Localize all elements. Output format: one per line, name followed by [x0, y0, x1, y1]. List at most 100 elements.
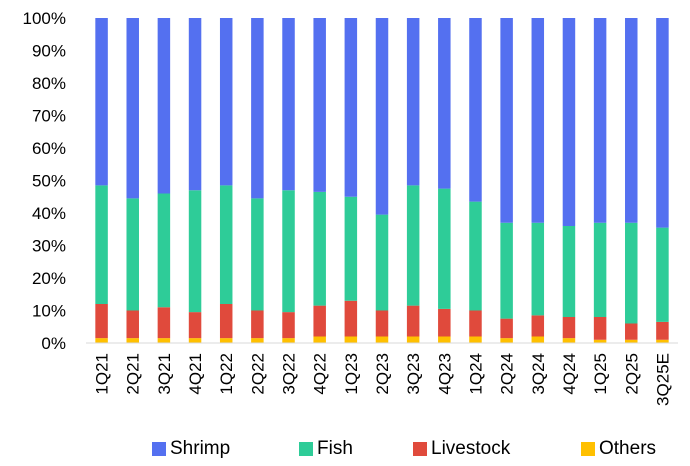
bar-segment-fish: [375, 214, 389, 311]
legend-swatch: [581, 442, 595, 456]
x-tick-label: 3Q21: [155, 353, 174, 395]
legend-label: Fish: [317, 438, 353, 459]
x-tick-label: 4Q22: [311, 353, 330, 395]
bar-segment-livestock: [406, 305, 420, 337]
x-tick-label: 4Q21: [186, 353, 205, 395]
legend-item-fish: Fish: [299, 438, 353, 460]
y-tick-label: 80%: [32, 74, 66, 93]
legend-item-livestock: Livestock: [413, 438, 510, 460]
x-tick-label: 2Q23: [373, 353, 392, 395]
bar-segment-livestock: [188, 312, 202, 339]
x-tick-label: 4Q23: [435, 353, 454, 395]
bar-segment-others: [406, 336, 420, 343]
legend-swatch: [413, 442, 427, 456]
bar-segment-shrimp: [562, 18, 576, 226]
x-tick-label: 3Q22: [280, 353, 299, 395]
bar-segment-shrimp: [438, 18, 451, 189]
bar-segment-livestock: [251, 310, 264, 339]
bar-segment-shrimp: [313, 18, 326, 192]
bar-segment-others: [469, 336, 482, 343]
bar-segment-others: [251, 338, 264, 343]
bar-segment-fish: [157, 193, 171, 308]
x-tick-label: 2Q21: [124, 353, 143, 395]
y-tick-label: 60%: [32, 139, 66, 158]
x-tick-label: 3Q24: [529, 353, 548, 395]
bar-segment-livestock: [313, 305, 326, 337]
bar-segment-shrimp: [593, 18, 607, 223]
bar-segment-livestock: [344, 300, 358, 337]
y-tick-label: 90%: [32, 42, 66, 61]
legend: Shrimp Fish Livestock Others: [0, 438, 690, 466]
bar-segment-shrimp: [625, 18, 638, 223]
x-tick-label: 1Q21: [93, 353, 112, 395]
bar-segment-shrimp: [531, 18, 545, 223]
bar-segment-shrimp: [95, 18, 108, 186]
bar-segment-fish: [344, 196, 358, 301]
bar-segment-livestock: [625, 323, 638, 340]
bar-segment-fish: [625, 222, 638, 324]
legend-swatch: [299, 442, 313, 456]
bar-segment-others: [500, 338, 513, 343]
bar-segment-fish: [656, 227, 669, 322]
bar-segment-fish: [500, 222, 513, 319]
bar-segment-livestock: [282, 312, 295, 339]
x-tick-label: 3Q23: [404, 353, 423, 395]
x-tick-label: 2Q24: [498, 353, 517, 395]
bar-segment-others: [593, 339, 607, 343]
bar-segment-others: [219, 338, 233, 343]
bars: [95, 18, 669, 343]
y-tick-label: 0%: [41, 334, 66, 353]
bar-segment-fish: [531, 222, 545, 316]
bar-segment-shrimp: [157, 18, 171, 194]
bar-segment-livestock: [656, 321, 669, 340]
bar-segment-fish: [95, 185, 108, 304]
bar-segment-fish: [126, 198, 139, 311]
legend-swatch: [152, 442, 166, 456]
y-tick-label: 70%: [32, 107, 66, 126]
y-tick-label: 50%: [32, 172, 66, 191]
bar-segment-others: [313, 336, 326, 343]
x-tick-label: 1Q25: [591, 353, 610, 395]
bar-segment-others: [344, 336, 358, 343]
x-tick-label: 2Q22: [248, 353, 267, 395]
bar-segment-shrimp: [656, 18, 669, 228]
bar-segment-others: [188, 338, 202, 343]
legend-label: Others: [599, 438, 657, 459]
bar-segment-livestock: [126, 310, 139, 339]
x-tick-label: 2Q25: [622, 353, 641, 395]
bar-segment-livestock: [531, 315, 545, 337]
bar-segment-shrimp: [251, 18, 264, 199]
bar-segment-livestock: [375, 310, 389, 337]
bar-segment-others: [656, 339, 669, 343]
bar-segment-others: [562, 338, 576, 343]
stacked-bar-chart: 0% 10% 20% 30% 40% 50% 60% 70% 80% 90% 100% 1Q21 2Q…: [23, 9, 678, 406]
bar-segment-fish: [562, 226, 576, 317]
bar-segment-fish: [593, 222, 607, 317]
y-tick-label: 40%: [32, 204, 66, 223]
bar-segment-shrimp: [219, 18, 233, 186]
bar-segment-shrimp: [500, 18, 513, 223]
bar-segment-shrimp: [188, 18, 202, 191]
bar-segment-fish: [313, 191, 326, 306]
x-axis: 1Q21 2Q21 3Q21 4Q21 1Q22 2Q22 3Q22 4Q22 1Q23 2Q23…: [86, 342, 678, 406]
y-tick-label: 30%: [32, 237, 66, 256]
bar-segment-fish: [219, 185, 233, 304]
bar-segment-livestock: [219, 304, 233, 339]
bar-segment-shrimp: [375, 18, 389, 215]
y-axis: 0% 10% 20% 30% 40% 50% 60% 70% 80% 90% 100%: [23, 9, 66, 353]
bar-segment-livestock: [157, 307, 171, 339]
legend-label: Shrimp: [170, 438, 231, 459]
bar-segment-others: [95, 338, 108, 343]
x-tick-label: 1Q22: [217, 353, 236, 395]
bar-segment-livestock: [469, 310, 482, 337]
bar-segment-others: [438, 336, 451, 343]
bar-segment-shrimp: [469, 18, 482, 202]
x-tick-label: 4Q24: [560, 353, 579, 395]
bar-segment-fish: [251, 198, 264, 311]
x-tick-label: 3Q25E: [653, 353, 672, 406]
bar-segment-shrimp: [126, 18, 139, 199]
bar-segment-others: [375, 336, 389, 343]
bar-segment-livestock: [562, 317, 576, 339]
bar-segment-others: [157, 338, 171, 343]
bar-segment-fish: [282, 190, 295, 313]
